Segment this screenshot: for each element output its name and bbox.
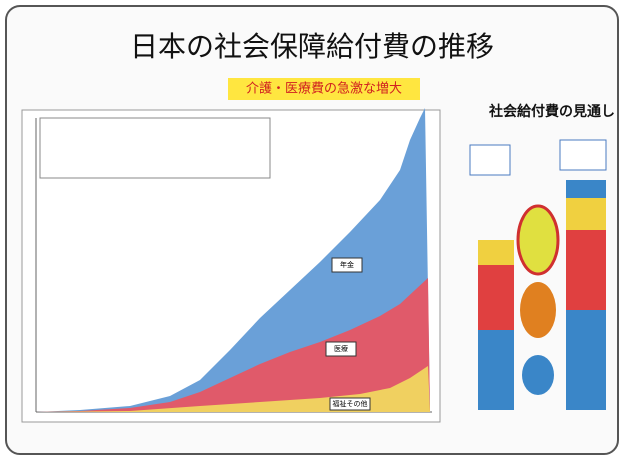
subtitle: 介護・医療費の急激な増大 bbox=[246, 81, 402, 97]
bar-segment bbox=[566, 198, 606, 230]
area-label: 医療 bbox=[334, 344, 348, 353]
label-box bbox=[329, 397, 371, 411]
increase-oval bbox=[520, 282, 556, 338]
area-label: 福祉その他 bbox=[333, 399, 368, 408]
label-box bbox=[325, 341, 357, 357]
note-box bbox=[469, 144, 511, 176]
bar-segment bbox=[478, 265, 514, 330]
bar-segment bbox=[566, 310, 606, 410]
subtitle-banner bbox=[228, 78, 420, 100]
projection-chart bbox=[469, 139, 607, 410]
side-title: 社会給付費の見通し bbox=[488, 103, 615, 120]
bar-segment bbox=[478, 240, 514, 265]
bar-segment bbox=[478, 330, 514, 410]
slide-title: 日本の社会保障給付費の推移 bbox=[130, 30, 494, 63]
label-box bbox=[331, 257, 363, 273]
note-box bbox=[559, 139, 607, 171]
increase-oval bbox=[522, 355, 554, 395]
area-label: 年金 bbox=[340, 260, 354, 269]
increase-oval bbox=[516, 204, 560, 276]
area-pension bbox=[36, 108, 430, 412]
data-table bbox=[39, 117, 271, 179]
area-medical bbox=[36, 278, 430, 412]
bar-segment bbox=[566, 230, 606, 310]
bar-segment bbox=[566, 180, 606, 198]
area-chart: 年金 医療 福祉その他 bbox=[21, 108, 441, 423]
